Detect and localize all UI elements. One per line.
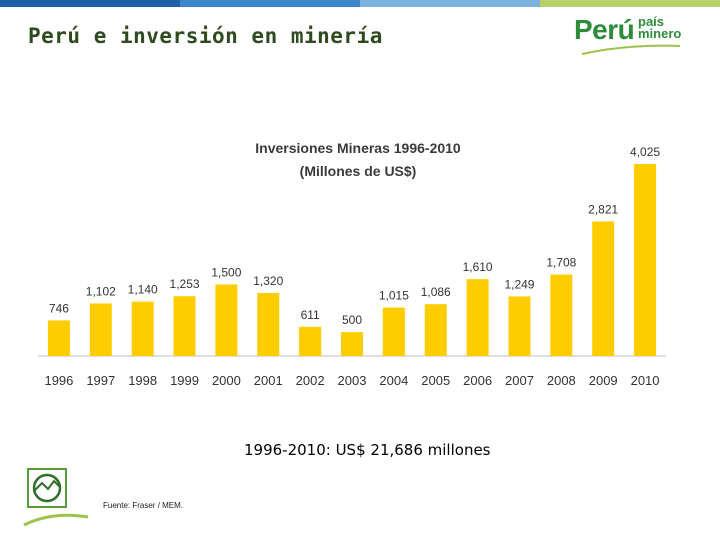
x-tick-2002: 2002	[296, 373, 325, 388]
x-tick-2000: 2000	[212, 373, 241, 388]
bar-2009	[592, 221, 615, 356]
bar-1996	[47, 320, 70, 356]
topbar-segment	[360, 0, 540, 7]
x-tick-1996: 1996	[44, 373, 73, 388]
data-label-1997: 1,102	[86, 284, 116, 298]
data-label-2008: 1,708	[546, 256, 576, 270]
x-tick-2007: 2007	[505, 373, 534, 388]
logo-subtitle: país minero	[638, 14, 682, 41]
bar-2004	[382, 307, 405, 356]
bar-1997	[89, 303, 112, 356]
x-tick-1999: 1999	[170, 373, 199, 388]
logo-peru-text: Perú	[574, 14, 635, 45]
x-tick-2010: 2010	[631, 373, 660, 388]
bar-2008	[550, 274, 573, 356]
data-label-2006: 1,610	[463, 260, 493, 274]
bar-2006	[466, 279, 489, 356]
mining-emblem-icon	[23, 468, 89, 527]
peru-pais-minero-logo: Perú país minero	[568, 10, 698, 60]
data-label-2001: 1,320	[253, 274, 283, 288]
data-label-2010: 4,025	[630, 145, 660, 159]
bar-1999	[173, 296, 196, 356]
logo-sub-line1: país	[638, 14, 665, 29]
chart-subtitle: (Millones de US$)	[300, 163, 417, 179]
total-investment-text: 1996-2010: US$ 21,686 millones	[244, 441, 491, 459]
x-tick-2001: 2001	[254, 373, 283, 388]
bar-2007	[508, 296, 531, 356]
bar-1998	[131, 301, 154, 356]
x-tick-2008: 2008	[547, 373, 576, 388]
data-label-2009: 2,821	[588, 202, 618, 216]
source-note: Fuente: Fraser / MEM.	[103, 501, 184, 510]
x-tick-1997: 1997	[86, 373, 115, 388]
x-tick-2009: 2009	[589, 373, 618, 388]
bars-group: 746 1996 1,102 1997 1,140 1998 1,253 1999 1,500 2…	[44, 145, 660, 388]
x-tick-2005: 2005	[421, 373, 450, 388]
bar-2000	[215, 284, 238, 356]
data-label-1996: 746	[49, 301, 69, 315]
bar-2002	[299, 326, 322, 356]
bar-2010	[634, 164, 657, 356]
topbar-segment	[0, 0, 180, 7]
data-label-2003: 500	[342, 313, 362, 327]
logo-sub-line2: minero	[638, 26, 682, 41]
x-tick-2004: 2004	[379, 373, 408, 388]
data-label-2004: 1,015	[379, 289, 409, 303]
data-label-2007: 1,249	[504, 277, 534, 291]
topbar-segment	[540, 0, 720, 7]
data-label-2000: 1,500	[211, 265, 241, 279]
top-color-bar	[0, 0, 720, 7]
data-label-2002: 611	[301, 308, 320, 322]
chart-title: Inversiones Mineras 1996-2010	[255, 140, 461, 156]
topbar-segment	[180, 0, 360, 7]
x-tick-2003: 2003	[338, 373, 367, 388]
bar-2005	[424, 304, 447, 356]
data-label-1999: 1,253	[170, 277, 200, 291]
logo-swoosh-icon	[581, 44, 681, 55]
bar-2001	[257, 293, 280, 356]
x-tick-2006: 2006	[463, 373, 492, 388]
data-label-2005: 1,086	[421, 285, 451, 299]
data-label-1998: 1,140	[128, 283, 158, 297]
x-tick-1998: 1998	[128, 373, 157, 388]
bar-2003	[341, 332, 363, 356]
slide-title: Perú e inversión en minería	[28, 24, 383, 48]
